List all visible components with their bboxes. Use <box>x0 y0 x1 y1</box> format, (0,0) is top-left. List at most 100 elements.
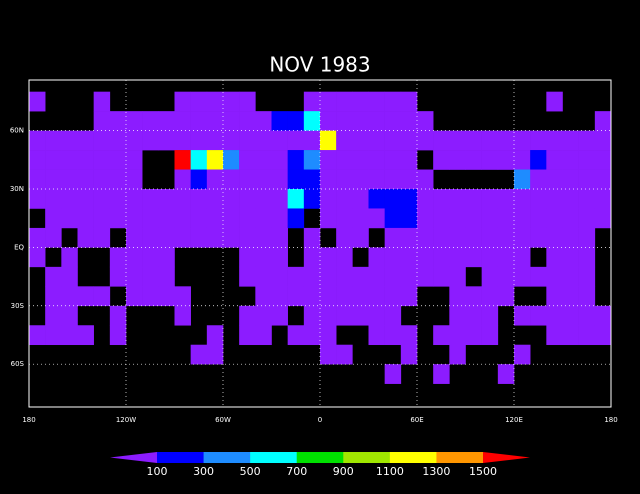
grid-cell <box>239 91 256 112</box>
grid-cell <box>77 189 94 209</box>
grid-cell <box>449 286 466 307</box>
grid-cell <box>239 150 256 170</box>
grid-cell <box>594 150 612 170</box>
grid-cell <box>400 130 418 151</box>
grid-cell <box>223 189 240 209</box>
grid-cell <box>481 150 499 170</box>
x-tick-label: 180 <box>22 416 35 424</box>
colorbar-swatch <box>203 452 251 463</box>
grid-cell <box>562 208 579 229</box>
grid-cell <box>433 266 450 287</box>
grid-cell <box>109 169 127 190</box>
grid-cell <box>433 364 450 384</box>
grid-cell <box>449 325 466 346</box>
grid-cell <box>320 150 337 170</box>
grid-cell <box>578 130 596 151</box>
grid-cell <box>190 91 208 112</box>
grid-cell <box>336 208 353 229</box>
grid-cell <box>206 189 224 209</box>
grid-cell <box>530 266 547 287</box>
grid-cell <box>594 169 612 190</box>
colorbar-label: 1100 <box>376 465 404 478</box>
grid-cell <box>45 150 62 170</box>
grid-cell <box>239 130 256 151</box>
grid-cell <box>174 189 191 209</box>
grid-cell <box>578 305 596 326</box>
grid-cell <box>400 189 418 209</box>
grid-cell <box>352 91 369 112</box>
grid-cell <box>368 305 385 326</box>
grid-cell <box>320 169 337 190</box>
grid-cell <box>417 189 434 209</box>
grid-cell <box>433 325 450 346</box>
grid-cell <box>45 227 62 248</box>
grid-cell <box>190 130 208 151</box>
grid-cell <box>562 286 579 307</box>
grid-cell <box>368 111 385 131</box>
grid-cell <box>497 247 515 268</box>
chart-title: NOV 1983 <box>269 53 370 77</box>
grid-cell <box>530 169 547 190</box>
grid-cell <box>190 208 208 229</box>
grid-cell <box>497 130 515 151</box>
grid-cell <box>174 169 191 190</box>
grid-cell <box>271 169 288 190</box>
grid-cell <box>93 91 111 112</box>
grid-cell <box>142 227 159 248</box>
grid-cell <box>514 247 531 268</box>
grid-cell <box>481 189 499 209</box>
grid-cell <box>255 189 272 209</box>
grid-cell <box>578 208 596 229</box>
grid-cell <box>449 227 466 248</box>
grid-cell <box>303 150 321 170</box>
grid-cell <box>352 305 369 326</box>
grid-cell <box>61 150 78 170</box>
grid-cell <box>61 305 78 326</box>
colorbar-swatch <box>343 452 391 463</box>
grid-cell <box>142 286 159 307</box>
x-tick-label: 180 <box>604 416 617 424</box>
grid-cell <box>93 150 111 170</box>
grid-cell <box>303 189 321 209</box>
grid-cell <box>449 150 466 170</box>
grid-cell <box>93 286 111 307</box>
grid-cell <box>45 305 62 326</box>
grid-cell <box>158 247 175 268</box>
grid-cell <box>142 266 159 287</box>
grid-cell <box>400 208 418 229</box>
grid-cell <box>142 130 159 151</box>
grid-cell <box>449 344 466 365</box>
grid-cell <box>530 208 547 229</box>
grid-cell <box>352 208 369 229</box>
grid-cell <box>546 227 563 248</box>
grid-cell <box>206 344 224 365</box>
grid-cell <box>287 169 305 190</box>
grid-cell <box>384 325 402 346</box>
y-tick-label: 30N <box>10 185 24 193</box>
grid-cell <box>223 150 240 170</box>
grid-cell <box>303 305 321 326</box>
grid-cell <box>562 169 579 190</box>
colorbar-label: 500 <box>240 465 261 478</box>
grid-cell <box>562 227 579 248</box>
grid-cell <box>433 208 450 229</box>
grid-cell <box>449 189 466 209</box>
grid-cell <box>433 227 450 248</box>
grid-cell <box>287 286 305 307</box>
grid-cell <box>239 189 256 209</box>
grid-cell <box>303 130 321 151</box>
grid-cell <box>384 364 402 384</box>
grid-cell <box>336 189 353 209</box>
grid-cell <box>368 130 385 151</box>
grid-cell <box>320 266 337 287</box>
grid-cell <box>368 208 385 229</box>
grid-cell <box>481 208 499 229</box>
grid-cell <box>546 130 563 151</box>
grid-cell <box>562 305 579 326</box>
grid-cell <box>255 325 272 346</box>
grid-cell <box>465 208 482 229</box>
grid-cell <box>174 111 191 131</box>
grid-cell <box>336 266 353 287</box>
grid-cell <box>174 305 191 326</box>
grid-cell <box>174 91 191 112</box>
